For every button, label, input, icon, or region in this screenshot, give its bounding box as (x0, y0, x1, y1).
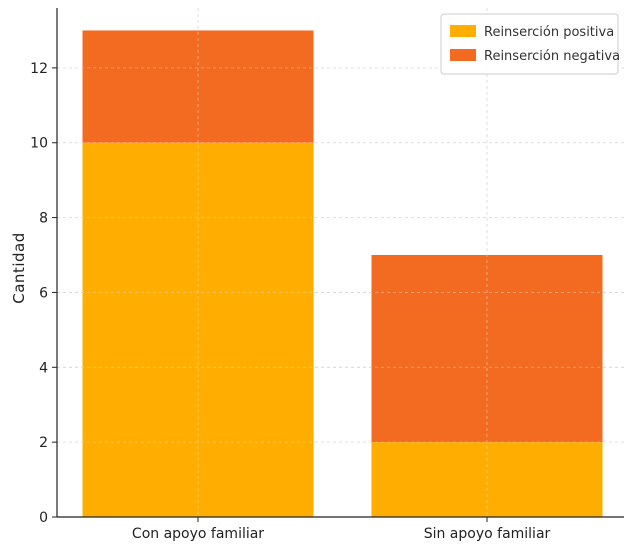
legend-swatch (450, 25, 476, 37)
x-tick-label: Sin apoyo familiar (424, 526, 551, 542)
axes (56, 8, 624, 518)
y-tick-label: 8 (39, 211, 48, 227)
legend-label: Reinserción negativa (484, 49, 620, 64)
y-tick-label: 0 (39, 510, 48, 526)
y-axis-title: Cantidad (10, 232, 28, 303)
legend-label: Reinserción positiva (484, 25, 614, 40)
legend: Reinserción positiva Reinserción negativa (440, 13, 620, 75)
y-tick-label: 12 (30, 61, 48, 77)
y-tick-label: 4 (39, 360, 48, 376)
x-tick-label: Con apoyo familiar (132, 526, 264, 542)
x-ticks: Con apoyo familiar Sin apoyo familiar (132, 517, 551, 542)
bar-segment-negative (371, 255, 603, 443)
y-tick-label: 2 (39, 435, 48, 451)
y-tick-label: 6 (39, 285, 48, 301)
y-tick-label: 10 (30, 136, 48, 152)
y-ticks: 0 2 4 6 8 10 12 (30, 61, 57, 526)
legend-swatch (450, 49, 476, 61)
legend-box (440, 13, 619, 75)
bars (57, 8, 624, 517)
